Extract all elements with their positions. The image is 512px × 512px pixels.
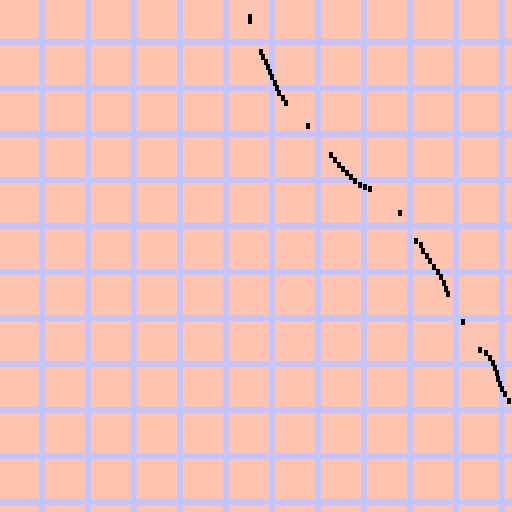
trail-pixel [329, 152, 333, 158]
trail-pixel [398, 210, 402, 216]
grid-line-horizontal [0, 177, 512, 183]
trail-pixel [306, 123, 310, 129]
trail-pixel [461, 319, 465, 325]
grid-line-vertical [453, 0, 459, 512]
trail-pixel [270, 74, 274, 80]
trail-pixel [500, 386, 504, 392]
trail-pixel [419, 242, 423, 248]
trail-pixel [358, 182, 362, 188]
grid-line-vertical [85, 0, 91, 512]
grid-line-vertical [223, 0, 229, 512]
trail-pixel [248, 18, 252, 24]
grid-line-vertical [499, 0, 505, 512]
trail-pixel [248, 14, 252, 20]
trail-pixel [284, 100, 288, 106]
grid-line-horizontal [0, 39, 512, 45]
trail-pixel [345, 170, 349, 176]
pixel-trail [248, 14, 511, 404]
trail-pixel [353, 178, 357, 184]
trail-pixel [503, 391, 507, 397]
trail-pixel [368, 186, 372, 192]
trail-pixel [341, 166, 345, 172]
trail-pixel [428, 258, 432, 264]
trail-pixel [414, 238, 418, 244]
trail-pixel [277, 90, 281, 96]
grid-line-vertical [39, 0, 45, 512]
grid-line-horizontal [0, 85, 512, 91]
trail-pixel [281, 95, 285, 101]
trail-pixel [488, 355, 492, 361]
trail-pixel [266, 64, 270, 70]
trail-pixel [268, 69, 272, 75]
grid-line-vertical [315, 0, 321, 512]
trail-pixel [349, 174, 353, 180]
grid-line-horizontal [0, 361, 512, 367]
trail-pixel [436, 269, 440, 275]
trail-pixel [261, 54, 265, 60]
grid-line-vertical [177, 0, 183, 512]
trail-pixel [496, 376, 500, 382]
trail-pixel [333, 157, 337, 163]
trail-pixel [478, 347, 482, 353]
grid-line-vertical [407, 0, 413, 512]
trail-pixel [421, 248, 425, 254]
grid-line-horizontal [0, 315, 512, 321]
trail-pixel [275, 85, 279, 91]
trail-pixel [491, 360, 495, 366]
trail-pixel [495, 370, 499, 376]
trail-pixel [446, 291, 450, 297]
trail-pixel [432, 264, 436, 270]
trail-pixel [498, 381, 502, 387]
grid-line-horizontal [0, 453, 512, 459]
grid-line-horizontal [0, 223, 512, 229]
trail-pixel [484, 350, 488, 356]
grid-line-horizontal [0, 131, 512, 137]
grid-line-horizontal [0, 499, 512, 505]
grid-line-vertical [131, 0, 137, 512]
trail-pixel [259, 49, 263, 55]
grid-line-vertical [269, 0, 275, 512]
grid-line-horizontal [0, 407, 512, 413]
trail-pixel [337, 162, 341, 168]
trail-pixel [425, 253, 429, 259]
trail-pixel [507, 398, 511, 404]
grid-line-horizontal [0, 269, 512, 275]
trail-pixel [493, 365, 497, 371]
trail-pixel [264, 59, 268, 65]
trail-pixel [442, 280, 446, 286]
grid-line-vertical [361, 0, 367, 512]
trail-pixel [363, 184, 367, 190]
trail-pixel [273, 80, 277, 86]
trail-pixel [439, 274, 443, 280]
trail-pixel [444, 286, 448, 292]
